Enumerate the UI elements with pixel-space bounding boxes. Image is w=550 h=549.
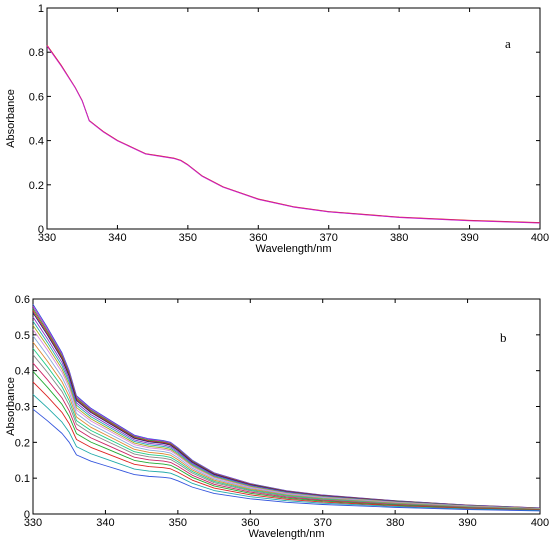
series-line <box>32 306 541 509</box>
x-axis-label: Wavelength/nm <box>255 243 331 255</box>
y-tick-label: 0.4 <box>29 136 44 148</box>
y-axis-label: Absorbance <box>5 89 17 148</box>
series-line <box>32 362 541 511</box>
x-tick-label: 350 <box>179 232 197 244</box>
y-tick-label: 0.8 <box>29 47 44 59</box>
chart-panel-b: 330 340 350 360 370 380 390 400 0 0.1 0.2 0.3 0.4 0.5… <box>5 294 549 540</box>
y-tick-label: 0 <box>38 224 44 236</box>
series-line <box>32 371 541 511</box>
chart-panel-a: 330 340 350 360 370 380 390 400 0 0.2 0.4 0.6 0.8 1 Wa… <box>5 3 549 255</box>
x-tick-label: 370 <box>320 232 338 244</box>
x-tick-label: 360 <box>241 517 259 529</box>
series-line <box>32 325 541 509</box>
panel-letter: a <box>505 36 511 51</box>
series-line <box>32 320 541 509</box>
series-line <box>32 316 541 509</box>
x-tick-label: 330 <box>24 517 42 529</box>
x-axis-label: Wavelength/nm <box>248 528 324 540</box>
x-tick-label: 400 <box>531 232 549 244</box>
y-tick-label: 0.2 <box>29 180 44 192</box>
y-tick-label: 0.2 <box>15 437 30 449</box>
series-line <box>32 310 541 509</box>
y-tick-label: 0.3 <box>15 402 30 414</box>
plot-frame <box>46 7 541 230</box>
x-tick-label: 400 <box>531 517 549 529</box>
series-line <box>32 304 541 509</box>
series-line <box>32 354 541 510</box>
x-tick-label: 380 <box>386 517 404 529</box>
series-line <box>32 335 541 510</box>
series-line <box>32 308 541 509</box>
y-axis-label: Absorbance <box>5 377 17 436</box>
series-line <box>32 348 541 510</box>
y-tick-label: 0.1 <box>15 473 30 485</box>
panel-letter: b <box>500 330 507 345</box>
series-line <box>32 329 541 510</box>
series-line <box>32 408 541 512</box>
y-tick-label: 0.6 <box>29 91 44 103</box>
y-tick-label: 0.5 <box>15 330 30 342</box>
x-tick-label: 340 <box>96 517 114 529</box>
plot-frame <box>32 298 541 515</box>
x-tick-label: 340 <box>108 232 126 244</box>
x-tick-label: 350 <box>169 517 187 529</box>
x-tick-label: 370 <box>314 517 332 529</box>
series-line <box>46 45 541 224</box>
x-tick-label: 380 <box>390 232 408 244</box>
x-tick-label: 390 <box>458 517 476 529</box>
x-tick-label: 330 <box>38 232 56 244</box>
series-line <box>32 341 541 510</box>
y-tick-label: 0.4 <box>15 366 30 378</box>
x-tick-label: 390 <box>460 232 478 244</box>
y-tick-label: 1 <box>38 3 44 15</box>
y-tick-label: 0 <box>24 509 30 521</box>
series-line <box>46 45 541 224</box>
x-tick-label: 360 <box>249 232 267 244</box>
series-line <box>32 381 541 511</box>
series-line <box>46 44 541 224</box>
y-tick-label: 0.6 <box>15 294 30 306</box>
series-line <box>32 312 541 509</box>
series-line <box>32 394 541 511</box>
